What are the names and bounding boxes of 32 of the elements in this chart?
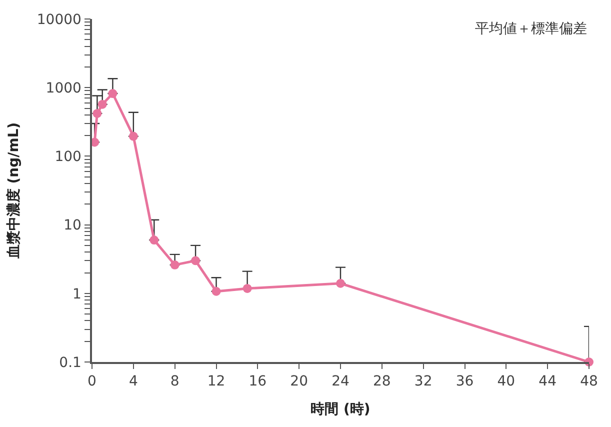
point bbox=[212, 286, 221, 296]
y-tick-label: 10 bbox=[64, 218, 82, 234]
point bbox=[242, 284, 252, 293]
x-tick-label: 8 bbox=[170, 374, 180, 390]
annotation: 平均値＋標準偏差 bbox=[475, 21, 587, 37]
x-tick-label: 12 bbox=[207, 374, 226, 390]
x-tick-label: 32 bbox=[414, 374, 432, 390]
x-tick-label: 48 bbox=[580, 374, 598, 390]
y-tick-label: 1000 bbox=[46, 80, 82, 96]
x-tick-label: 44 bbox=[538, 374, 557, 390]
y-tick-label: 100 bbox=[54, 149, 82, 166]
point bbox=[150, 236, 159, 245]
x-tick-label: 36 bbox=[456, 374, 474, 390]
x-tick-label: 40 bbox=[497, 374, 516, 390]
point bbox=[108, 89, 118, 98]
x-tick-label: 0 bbox=[88, 374, 96, 390]
y-tick-label: 10000 bbox=[36, 12, 82, 28]
point bbox=[170, 260, 180, 270]
x-tick-label: 16 bbox=[248, 374, 267, 390]
point bbox=[336, 278, 345, 288]
x-tick-label: 20 bbox=[290, 374, 308, 390]
x-tick-label: 4 bbox=[128, 374, 138, 390]
x-axis-title: 時間 (時) bbox=[310, 401, 370, 418]
y-tick-label: 0.1 bbox=[59, 354, 82, 371]
x-tick-label: 28 bbox=[373, 374, 391, 390]
y-tick-label: 1 bbox=[72, 286, 82, 302]
point bbox=[98, 100, 107, 109]
point bbox=[191, 256, 200, 266]
point bbox=[128, 132, 138, 141]
point bbox=[92, 108, 102, 118]
y-axis-title: 血漿中濃度 (ng/mL) bbox=[5, 122, 22, 260]
x-tick-label: 24 bbox=[332, 374, 350, 390]
